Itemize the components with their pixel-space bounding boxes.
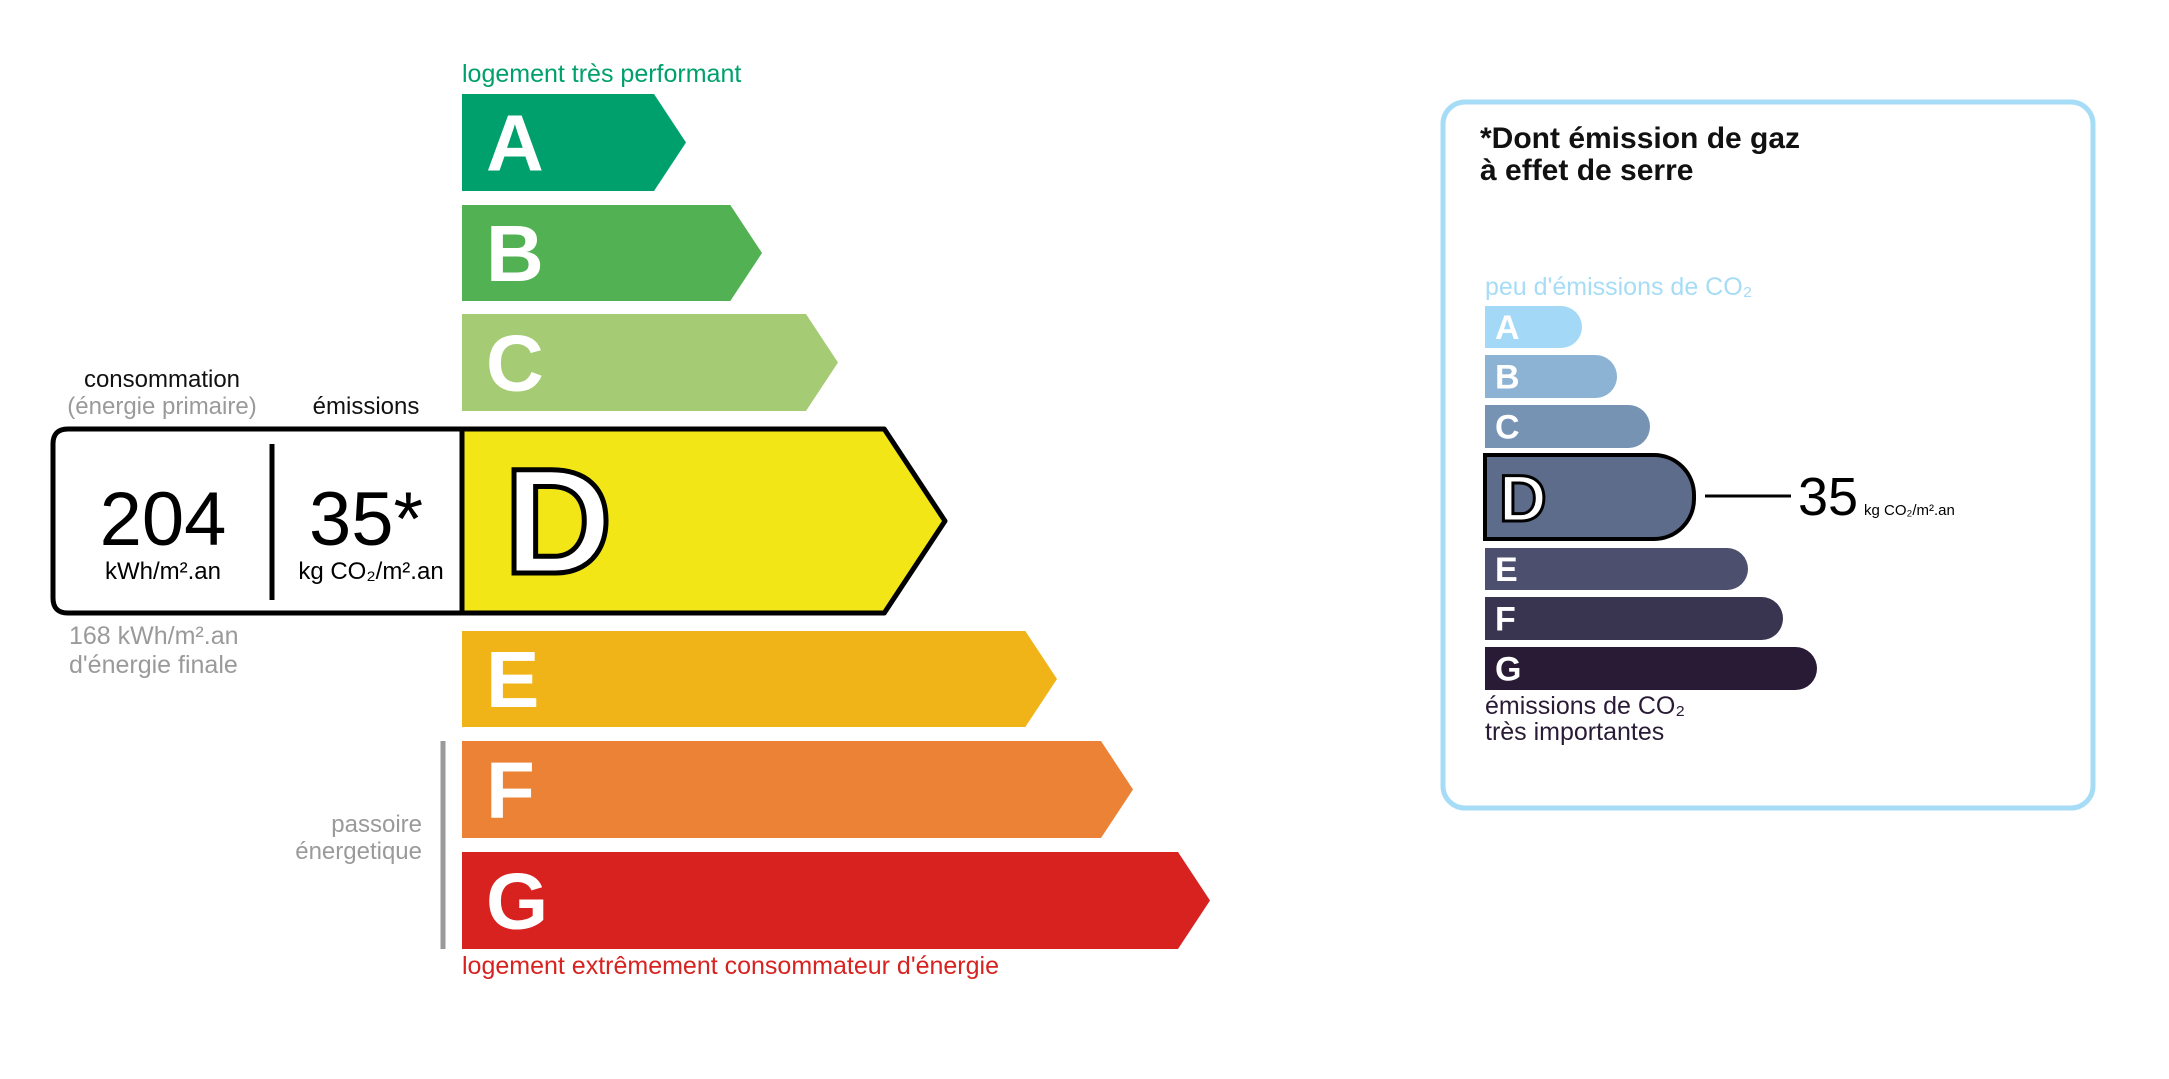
value-box <box>50 426 465 616</box>
passoire-label-2: énergetique <box>295 838 422 865</box>
ges-bar-F <box>1485 597 1783 640</box>
final-energy-value: 168 kWh/m².an <box>69 622 239 650</box>
ges-letter-A: A <box>1495 309 1520 347</box>
ges-unit: kg CO₂/m².an <box>1864 502 1955 519</box>
consumption-value: 204 <box>99 477 227 562</box>
energy-letter-D: D <box>504 437 612 605</box>
energy-bar-E <box>462 631 1057 727</box>
energy-letter-F: F <box>486 746 535 835</box>
final-energy-label: d'énergie finale <box>69 651 238 679</box>
consumption-unit: kWh/m².an <box>104 558 221 585</box>
emissions-value: 35* <box>308 477 424 562</box>
bottom-caption: logement extrêmement consommateur d'éner… <box>462 952 999 980</box>
ges-letter-D: D <box>1499 461 1547 535</box>
energy-bar-G <box>462 852 1210 949</box>
ges-value: 35 <box>1798 467 1859 527</box>
ges-letter-E: E <box>1495 551 1518 589</box>
ges-bar-E <box>1485 548 1748 590</box>
energy-letter-B: B <box>486 209 544 298</box>
energy-bar-F <box>462 741 1133 838</box>
ges-bar-B <box>1485 355 1617 398</box>
energy-letter-A: A <box>486 99 544 188</box>
ges-letter-C: C <box>1495 409 1520 447</box>
ges-letter-B: B <box>1495 359 1520 397</box>
energy-bar-A <box>462 94 686 191</box>
ges-bar-C <box>1485 405 1650 448</box>
energy-bar-B <box>462 205 762 301</box>
ges-title-line2: à effet de serre <box>1480 154 1694 187</box>
emissions-unit: kg CO₂/m².an <box>298 558 444 585</box>
ges-bottom-caption-1: émissions de CO₂ <box>1485 692 1686 720</box>
passoire-label-1: passoire <box>331 811 422 838</box>
ges-panel-border <box>1440 99 2096 811</box>
consumption-sublabel: (énergie primaire) <box>67 393 257 420</box>
energy-letter-E: E <box>486 635 539 724</box>
energy-bar-C <box>462 314 838 411</box>
energy-letter-C: C <box>486 319 544 408</box>
ges-bottom-caption-2: très importantes <box>1485 718 1665 746</box>
top-caption: logement très performant <box>462 60 742 88</box>
ges-letter-F: F <box>1495 601 1516 639</box>
consumption-label: consommation <box>83 366 241 393</box>
emissions-label: émissions <box>312 393 420 420</box>
ges-bar-A <box>1485 306 1582 348</box>
ges-bar-D <box>1483 453 1696 541</box>
energy-letter-G: G <box>486 857 548 946</box>
ges-top-caption: peu d'émissions de CO₂ <box>1485 273 1753 301</box>
ges-letter-G: G <box>1495 651 1521 689</box>
ges-bar-G <box>1485 647 1817 690</box>
ges-title-line1: *Dont émission de gaz <box>1480 122 1801 155</box>
